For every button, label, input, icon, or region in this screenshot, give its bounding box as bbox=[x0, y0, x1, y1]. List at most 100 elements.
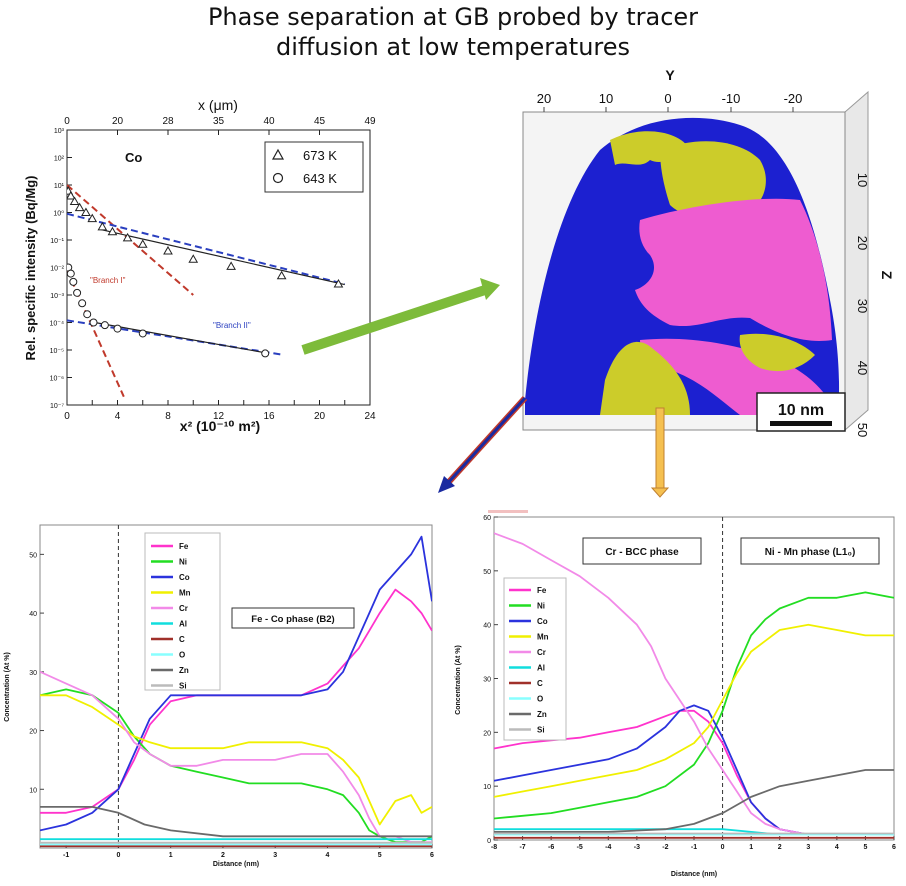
x-tick-label: 6 bbox=[892, 844, 896, 851]
x-tick-label: 0 bbox=[64, 411, 70, 422]
y-tick-label: 20 bbox=[483, 730, 491, 737]
x-tick-label: 12 bbox=[213, 411, 225, 422]
y-tick-label: 10⁻⁶ bbox=[50, 376, 64, 383]
y-axis-label: Rel. specific intensity (Bq/Mg) bbox=[23, 176, 38, 361]
y-tick-label: 20 bbox=[29, 729, 37, 736]
tracer-diffusion-chart: 0 4 8 12 16 20 24 0 20 28 35 40 45 49 10⁻⁷ 10⁻⁶ 10⁻⁵ 10⁻⁴… bbox=[23, 97, 376, 434]
arrowhead-icon bbox=[480, 278, 500, 300]
axis-ticks: 0 4 8 12 16 20 24 0 20 28 35 40 45 49 10⁻⁷ 10⁻⁶ 10⁻⁵ 10⁻⁴… bbox=[50, 116, 376, 422]
atom-probe-reconstruction: 20 10 0 -10 -20 10 20 30 40 50 Y Z 10 nm bbox=[522, 67, 895, 437]
top-x-axis-label: x (μm) bbox=[198, 97, 238, 113]
top-x-tick-label: 28 bbox=[162, 116, 174, 127]
scale-bar-label: 10 nm bbox=[778, 402, 824, 419]
triangle-data-point bbox=[74, 202, 85, 212]
z-tick-label: 30 bbox=[855, 299, 870, 313]
triangle-data-point bbox=[122, 232, 133, 242]
legend-label: Ni bbox=[179, 558, 187, 567]
arrow-shaft bbox=[655, 407, 665, 489]
x-tick-label: 5 bbox=[863, 844, 867, 851]
circle-data-point bbox=[78, 299, 87, 308]
legend-label: Zn bbox=[537, 710, 547, 719]
y-tick-label: 50 bbox=[29, 552, 37, 559]
figure-title-line-1: Phase separation at GB probed by tracer bbox=[207, 3, 699, 31]
triangle-data-point bbox=[69, 196, 80, 206]
x-tick-label: 1 bbox=[749, 844, 753, 851]
arrowhead-icon bbox=[438, 476, 455, 493]
y-tick-label: -10 bbox=[722, 91, 741, 106]
phase-label: Fe - Co phase (B2) bbox=[251, 614, 334, 625]
top-x-tick-label: 35 bbox=[213, 116, 225, 127]
phase-label-right: Ni - Mn phase (L1₀) bbox=[765, 547, 856, 558]
concentration-series bbox=[40, 535, 432, 848]
series-line-zn bbox=[40, 806, 432, 838]
triangle-data-point bbox=[87, 213, 98, 223]
legend-label: Cr bbox=[537, 648, 546, 657]
y-tick-label: 20 bbox=[537, 91, 551, 106]
branch-ii-annotation: "Branch II" bbox=[213, 321, 251, 330]
legend-box bbox=[264, 141, 364, 193]
z-axis-label: Z bbox=[879, 271, 895, 280]
branch-i-annotation: "Branch I" bbox=[90, 276, 126, 285]
x-tick-label: 6 bbox=[430, 852, 434, 859]
y-tick-label: 30 bbox=[483, 677, 491, 684]
y-tick-label: 10⁻² bbox=[50, 266, 64, 273]
concentration-series bbox=[494, 532, 894, 839]
legend-label: Zn bbox=[179, 666, 189, 675]
arrow-shaft bbox=[301, 284, 490, 355]
y-tick-label: 10 bbox=[29, 787, 37, 794]
x-tick-label: -1 bbox=[691, 844, 697, 851]
x-tick-label: 5 bbox=[378, 852, 382, 859]
yellow-phase-region bbox=[600, 341, 690, 415]
y-axis-label: Concentration (At %) bbox=[4, 652, 11, 722]
y-tick-label: 10¹ bbox=[54, 183, 65, 190]
y-tick-label: 10² bbox=[54, 156, 65, 163]
x-tick-label: -3 bbox=[634, 844, 640, 851]
legend-label: Mn bbox=[537, 633, 549, 642]
series-line-ni bbox=[494, 591, 894, 820]
y-tick-label: 50 bbox=[483, 569, 491, 576]
triangle-data-point bbox=[163, 245, 173, 255]
legend: Fe Ni Co Mn Cr Al CO Zn Si bbox=[509, 586, 549, 735]
yellow-arrow bbox=[650, 407, 670, 498]
top-x-tick-label: 45 bbox=[314, 116, 326, 127]
figure-title: Phase separation at GB probed by tracer … bbox=[0, 2, 906, 62]
fit-line bbox=[94, 321, 270, 355]
x-tick-label: 16 bbox=[263, 411, 275, 422]
figure-title-line-2: diffusion at low temperatures bbox=[275, 33, 631, 61]
triangle-data-point bbox=[188, 254, 199, 263]
x-axis-label: Distance (nm) bbox=[671, 871, 717, 878]
z-tick-label: 50 bbox=[855, 423, 870, 437]
legend-label: 673 K bbox=[303, 148, 337, 163]
triangle-data-point bbox=[67, 190, 76, 200]
yellow-phase-region bbox=[739, 333, 815, 372]
legend-label: Al bbox=[537, 664, 545, 673]
circle-data-point bbox=[138, 329, 147, 338]
z-tick-label: 40 bbox=[855, 361, 870, 375]
top-x-tick-label: 49 bbox=[364, 116, 376, 127]
reconstruction-axes: 20 10 0 -10 -20 10 20 30 40 50 bbox=[537, 91, 870, 437]
circle-marker-icon bbox=[272, 172, 284, 184]
y-axis-label: Concentration (At %) bbox=[455, 645, 462, 715]
x-tick-label: 24 bbox=[364, 411, 376, 422]
y-tick-label: 0 bbox=[487, 838, 491, 845]
triangle-data-point bbox=[137, 239, 148, 248]
z-tick-label: 10 bbox=[855, 173, 870, 187]
arrowhead-icon bbox=[650, 487, 670, 498]
legend: 673 K 643 K bbox=[264, 141, 364, 193]
legend-box bbox=[503, 577, 567, 741]
y-tick-label: -20 bbox=[784, 91, 803, 106]
x-axis-label: x² (10⁻¹⁰ m²) bbox=[180, 418, 260, 434]
legend-label: C bbox=[537, 679, 543, 688]
blue-arrow bbox=[438, 395, 528, 493]
phase-label-left: Cr - BCC phase bbox=[605, 547, 679, 558]
triangle-data-point bbox=[276, 270, 287, 280]
y-tick-label: 10⁻⁵ bbox=[50, 348, 64, 355]
x-tick-label: 2 bbox=[221, 852, 225, 859]
fe-co-concentration-chart: -1 0 1 2 3 4 5 6 10 20 30 40 50 Fe Ni Co Mn Cr Al CO Zn Si F… bbox=[4, 524, 434, 868]
legend-label: Fe bbox=[179, 542, 189, 551]
x-tick-label: 2 bbox=[778, 844, 782, 851]
yellow-phase-region bbox=[660, 141, 766, 221]
x-tick-label: 8 bbox=[165, 411, 171, 422]
